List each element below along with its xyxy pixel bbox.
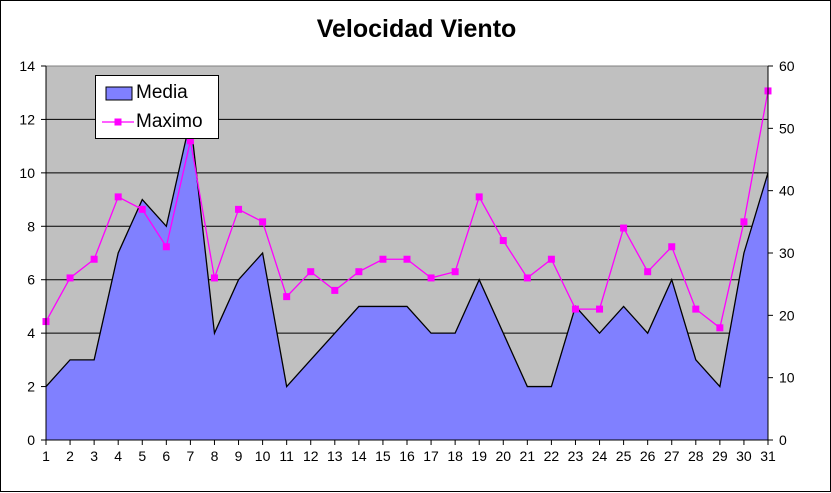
- x-tick-label: 31: [760, 448, 776, 464]
- chart-title: Velocidad Viento: [316, 15, 517, 43]
- data-point-maximo: [307, 268, 315, 276]
- y-axis-left: 0 2 4 6 8 10 12 14: [19, 58, 46, 448]
- x-tick-label: 24: [592, 448, 608, 464]
- legend-label-maximo: Maximo: [136, 111, 203, 132]
- legend: Media Maximo: [95, 75, 219, 139]
- legend-label-media: Media: [136, 82, 188, 103]
- x-tick-label: 28: [688, 448, 704, 464]
- data-point-maximo: [620, 224, 628, 232]
- legend-item-maximo: Maximo: [96, 107, 218, 137]
- data-point-maximo: [210, 274, 218, 282]
- x-tick-label: 14: [351, 448, 367, 464]
- x-tick-label: 20: [495, 448, 511, 464]
- series-maximo: [42, 87, 772, 332]
- data-point-maximo: [596, 305, 604, 313]
- x-tick-label: 17: [423, 448, 439, 464]
- data-point-maximo: [644, 268, 652, 276]
- x-tick-label: 9: [235, 448, 243, 464]
- x-tick-label: 25: [616, 448, 632, 464]
- x-tick-label: 11: [279, 448, 294, 464]
- data-point-maximo: [259, 218, 267, 226]
- data-point-maximo: [90, 255, 98, 263]
- y-tick-label-right: 40: [779, 183, 795, 199]
- data-point-maximo: [379, 255, 387, 263]
- x-tick-label: 30: [736, 448, 752, 464]
- data-point-maximo: [283, 293, 291, 301]
- data-point-maximo: [162, 243, 170, 251]
- data-point-maximo: [740, 218, 748, 226]
- x-tick-label: 23: [568, 448, 584, 464]
- y-tick-label-right: 60: [779, 58, 795, 74]
- y-tick-label-left: 6: [27, 272, 35, 288]
- x-tick-label: 10: [255, 448, 271, 464]
- legend-swatch-maximo: [102, 118, 134, 126]
- y-tick-label-left: 2: [27, 379, 35, 395]
- x-tick-label: 8: [211, 448, 219, 464]
- x-tick-label: 4: [114, 448, 122, 464]
- data-point-maximo: [571, 305, 579, 313]
- data-point-maximo: [403, 255, 411, 263]
- x-tick-label: 7: [187, 448, 195, 464]
- y-tick-label-right: 20: [779, 307, 795, 323]
- y-tick-label-right: 0: [779, 432, 787, 448]
- x-tick-label: 19: [471, 448, 487, 464]
- x-tick-label: 16: [399, 448, 415, 464]
- data-point-maximo: [499, 237, 507, 245]
- data-point-maximo: [235, 205, 243, 213]
- x-tick-label: 29: [712, 448, 728, 464]
- x-tick-label: 2: [66, 448, 74, 464]
- data-point-maximo: [355, 268, 363, 276]
- data-point-maximo: [451, 268, 459, 276]
- x-tick-label: 22: [544, 448, 560, 464]
- data-point-maximo: [427, 274, 435, 282]
- data-point-maximo: [186, 137, 194, 145]
- y-tick-label-left: 10: [19, 165, 35, 181]
- x-tick-label: 13: [327, 448, 343, 464]
- x-tick-label: 1: [42, 448, 50, 464]
- data-point-maximo: [547, 255, 555, 263]
- y-tick-label-left: 8: [27, 218, 35, 234]
- legend-item-media: Media: [96, 78, 218, 108]
- x-tick-label: 18: [447, 448, 463, 464]
- data-point-maximo: [66, 274, 74, 282]
- legend-swatch-media: [105, 86, 133, 101]
- y-tick-label-left: 4: [27, 325, 35, 341]
- y-tick-label-left: 12: [19, 111, 35, 127]
- series-media: [45, 119, 769, 440]
- data-point-maximo: [114, 193, 122, 201]
- data-point-maximo: [331, 286, 339, 294]
- y-tick-label-right: 30: [779, 245, 795, 261]
- y-tick-label-left: 14: [19, 58, 35, 74]
- x-tick-label: 26: [640, 448, 656, 464]
- y-tick-label-left: 0: [27, 432, 35, 448]
- y-axis-right: 0 10 20 30 40 50 60: [768, 58, 795, 448]
- x-tick-label: 15: [375, 448, 391, 464]
- y-tick-label-right: 10: [779, 370, 795, 386]
- x-tick-label: 6: [162, 448, 170, 464]
- y-tick-label-right: 50: [779, 120, 795, 136]
- x-tick-label: 21: [520, 448, 536, 464]
- data-point-maximo: [668, 243, 676, 251]
- x-tick-label: 27: [664, 448, 680, 464]
- x-tick-label: 12: [303, 448, 319, 464]
- x-tick-label: 5: [138, 448, 146, 464]
- data-point-maximo: [523, 274, 531, 282]
- area-outline-media: [45, 119, 769, 388]
- area-fill-media: [46, 119, 768, 440]
- data-point-maximo: [692, 305, 700, 313]
- data-point-maximo: [716, 324, 724, 332]
- data-point-maximo: [138, 205, 146, 213]
- x-tick-label: 3: [90, 448, 98, 464]
- data-point-maximo: [475, 193, 483, 201]
- x-axis: 1 2 3 4 5 6 7 8 9 10 11 12 13 14 15 16 17 18 19 20 21 22 23 24 2…: [42, 440, 776, 464]
